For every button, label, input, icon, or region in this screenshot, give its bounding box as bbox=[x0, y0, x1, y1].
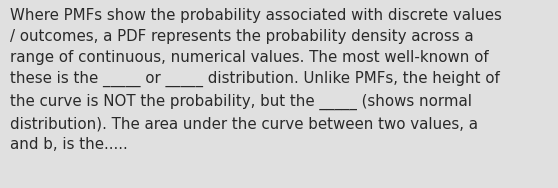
Text: Where PMFs show the probability associated with discrete values
/ outcomes, a PD: Where PMFs show the probability associat… bbox=[10, 8, 502, 152]
